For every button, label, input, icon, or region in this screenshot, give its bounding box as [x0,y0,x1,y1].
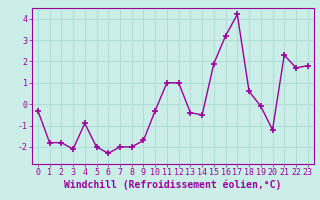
X-axis label: Windchill (Refroidissement éolien,°C): Windchill (Refroidissement éolien,°C) [64,180,282,190]
